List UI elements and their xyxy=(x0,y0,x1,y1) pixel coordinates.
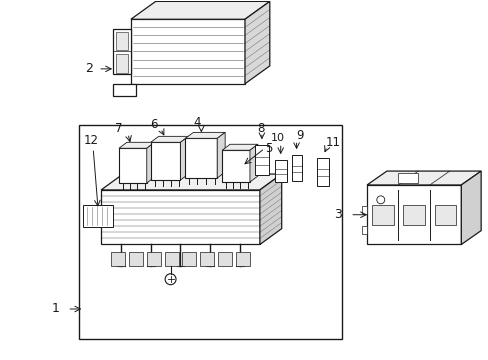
Bar xyxy=(361,226,366,234)
Polygon shape xyxy=(150,142,180,180)
Bar xyxy=(129,252,142,266)
Text: 3: 3 xyxy=(334,208,342,221)
Text: 7: 7 xyxy=(115,122,122,135)
Polygon shape xyxy=(180,136,188,180)
Bar xyxy=(274,160,286,182)
Bar xyxy=(218,252,232,266)
Polygon shape xyxy=(131,1,269,19)
Polygon shape xyxy=(101,190,259,244)
Polygon shape xyxy=(244,1,269,84)
Bar xyxy=(291,155,301,181)
Polygon shape xyxy=(131,19,244,84)
Bar xyxy=(397,173,417,183)
Polygon shape xyxy=(366,171,480,185)
Bar xyxy=(146,252,161,266)
Polygon shape xyxy=(217,132,224,178)
Bar xyxy=(111,252,124,266)
Polygon shape xyxy=(460,171,480,244)
Text: 6: 6 xyxy=(150,118,157,131)
Text: 11: 11 xyxy=(325,136,340,149)
Polygon shape xyxy=(222,150,249,182)
Bar xyxy=(317,158,328,186)
Bar xyxy=(182,252,196,266)
Polygon shape xyxy=(249,144,257,182)
Text: 2: 2 xyxy=(85,62,93,75)
Text: 5: 5 xyxy=(264,142,272,155)
Polygon shape xyxy=(185,132,224,138)
Bar xyxy=(403,205,424,225)
Bar xyxy=(371,205,393,225)
Text: 12: 12 xyxy=(83,134,99,147)
Text: 9: 9 xyxy=(295,129,303,142)
Polygon shape xyxy=(222,144,257,150)
Text: 1: 1 xyxy=(51,302,60,315)
Polygon shape xyxy=(146,142,154,183)
Polygon shape xyxy=(113,84,136,96)
Polygon shape xyxy=(119,148,146,183)
Polygon shape xyxy=(119,142,154,148)
Polygon shape xyxy=(101,174,281,190)
Polygon shape xyxy=(259,174,281,244)
Polygon shape xyxy=(113,29,131,74)
Polygon shape xyxy=(185,138,217,178)
Polygon shape xyxy=(150,136,188,142)
Bar xyxy=(236,252,249,266)
Text: 8: 8 xyxy=(257,122,264,135)
Bar xyxy=(79,125,342,339)
Bar xyxy=(116,32,128,50)
Polygon shape xyxy=(366,185,460,244)
Bar xyxy=(254,145,268,175)
Bar xyxy=(200,252,214,266)
Bar xyxy=(164,252,178,266)
Bar xyxy=(361,206,366,214)
Bar xyxy=(116,54,128,72)
Bar xyxy=(83,205,113,227)
Text: 10: 10 xyxy=(270,133,284,143)
Text: 4: 4 xyxy=(193,116,201,129)
Bar xyxy=(434,205,455,225)
